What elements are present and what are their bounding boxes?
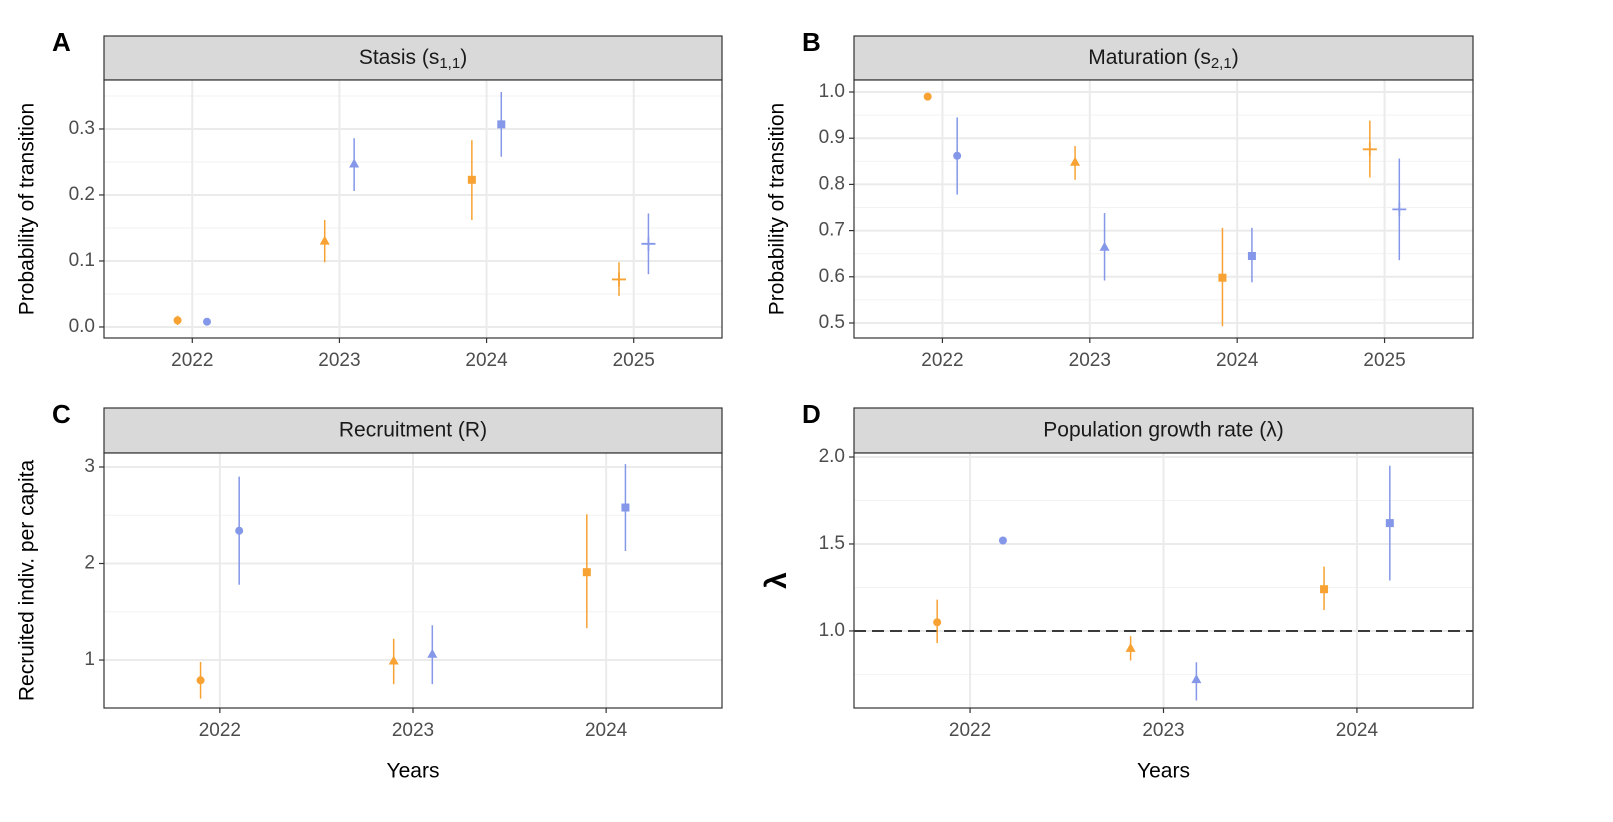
point (467, 175, 476, 184)
y-tick-label: 0.8 (819, 173, 845, 194)
point (641, 236, 656, 251)
point (1247, 252, 1256, 261)
strip-title: Recruitment (R) (339, 418, 487, 441)
point (1070, 156, 1081, 166)
y-axis-title: Probability of transition (766, 103, 789, 315)
point (388, 655, 399, 665)
x-tick-label: 2022 (921, 350, 963, 371)
y-tick-label: 0.6 (819, 266, 845, 287)
title-text: Population growth rate (λ) (1043, 418, 1283, 441)
y-tick-label: 1.5 (819, 533, 845, 554)
point (1218, 273, 1227, 282)
y-tick-label: 2 (84, 553, 95, 574)
point (582, 568, 591, 577)
title-text: Recruitment (R) (339, 418, 487, 441)
y-tick-label: 0.5 (819, 312, 845, 333)
panel-border (103, 79, 723, 339)
point (621, 503, 630, 512)
point (933, 618, 942, 627)
y-tick-label: 1 (84, 649, 95, 670)
title-text: Maturation (s (1088, 46, 1211, 69)
x-tick-label: 2022 (171, 350, 213, 371)
point (1099, 241, 1110, 251)
y-tick-label: 0.3 (69, 118, 95, 139)
x-tick-label: 2025 (613, 350, 655, 371)
title-suffix: ) (460, 46, 467, 69)
panel-border (853, 452, 1474, 709)
point (1385, 519, 1394, 528)
y-axis-title: Probability of transition (16, 103, 39, 315)
x-tick-label: 2023 (392, 720, 434, 741)
title-subscript: 1,1 (439, 55, 460, 72)
x-tick-label: 2023 (1142, 720, 1184, 741)
point (196, 676, 205, 685)
strip-background (853, 407, 1474, 454)
y-tick-label: 0.2 (69, 184, 95, 205)
x-tick-label: 2024 (1336, 720, 1379, 741)
y-tick-label: 1.0 (819, 620, 845, 641)
point (349, 158, 360, 168)
point (319, 235, 330, 245)
panel-border (853, 79, 1474, 339)
y-tick-label: 0.9 (819, 127, 845, 148)
y-tick-label: 3 (84, 456, 95, 477)
point (235, 526, 244, 535)
point (173, 316, 182, 325)
x-tick-label: 2022 (199, 720, 241, 741)
point (427, 648, 438, 658)
title-subscript: 2,1 (1211, 55, 1232, 72)
panel-border (103, 452, 723, 709)
strip-title: Maturation (s2,1) (1088, 46, 1238, 72)
strip-title: Stasis (s1,1) (359, 46, 467, 72)
title-text: Stasis (s (359, 46, 440, 69)
x-tick-label: 2024 (585, 720, 628, 741)
panel-letter: A (52, 27, 71, 57)
point (1125, 642, 1136, 652)
point (203, 317, 211, 326)
y-tick-label: 0.1 (69, 250, 95, 271)
y-tick-label: 0.0 (69, 316, 95, 337)
panel-letter: C (52, 399, 71, 429)
strip-background (853, 35, 1474, 81)
x-tick-label: 2023 (1069, 350, 1111, 371)
panel-letter: D (802, 399, 821, 429)
point (1392, 202, 1407, 217)
point (497, 120, 506, 129)
x-tick-label: 2024 (1216, 350, 1259, 371)
strip-background (103, 35, 723, 81)
point (612, 272, 626, 287)
x-tick-label: 2023 (318, 350, 360, 371)
point (1191, 674, 1202, 684)
point (923, 92, 932, 101)
y-axis-title: Recruited indiv. per capita (16, 460, 39, 702)
y-axis-title: λ (760, 572, 793, 589)
x-tick-label: 2022 (949, 720, 991, 741)
x-tick-label: 2025 (1363, 350, 1405, 371)
title-suffix: ) (1232, 46, 1239, 69)
y-tick-label: 1.0 (819, 81, 845, 102)
strip-title: Population growth rate (λ) (1043, 418, 1283, 441)
point (998, 536, 1007, 545)
panel-background (104, 80, 722, 338)
x-tick-label: 2024 (465, 350, 508, 371)
panel-letter: B (802, 27, 821, 57)
point (953, 151, 962, 160)
point (1320, 585, 1329, 594)
strip-background (103, 407, 723, 454)
x-axis-title: Years (1137, 760, 1190, 783)
point (1362, 142, 1377, 157)
x-axis-title: Years (387, 760, 440, 783)
y-tick-label: 0.7 (819, 220, 845, 241)
y-tick-label: 2.0 (819, 446, 845, 467)
panel-background (854, 80, 1473, 338)
